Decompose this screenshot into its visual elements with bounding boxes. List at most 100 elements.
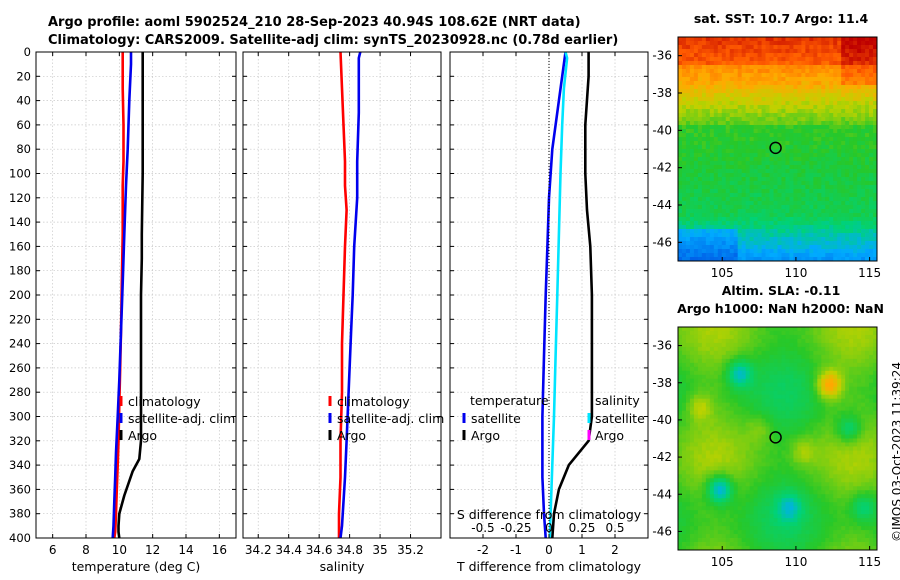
map-cell (685, 378, 691, 384)
map-cell (701, 61, 707, 66)
map-cell (697, 145, 703, 150)
map-cell (837, 197, 842, 202)
map-cell (761, 49, 766, 54)
map-cell (733, 398, 739, 404)
map-cell (681, 253, 687, 258)
map-cell (833, 366, 838, 372)
map-cell (709, 346, 715, 352)
map-cell (801, 173, 806, 178)
map-cell (825, 237, 830, 242)
map-cell (869, 374, 874, 380)
map-cell (701, 37, 707, 42)
map-cell (729, 422, 735, 427)
map-cell (821, 446, 826, 451)
map-cell (853, 378, 858, 384)
map-cell (745, 498, 751, 503)
map-cell (757, 65, 762, 70)
map-cell (833, 422, 838, 427)
map-cell (829, 490, 834, 495)
map-cell (709, 362, 715, 368)
map-cell (693, 77, 699, 82)
map-cell (829, 422, 834, 427)
map-cell (869, 338, 874, 344)
map-cell (845, 57, 850, 62)
map-cell (825, 69, 830, 74)
map-cell (693, 145, 699, 150)
map-cell (853, 470, 858, 475)
map-cell (853, 430, 858, 435)
map-cell (693, 342, 699, 348)
map-cell (685, 470, 691, 475)
map-cell (869, 73, 874, 78)
map-cell (789, 402, 794, 408)
map-cell (709, 257, 715, 262)
map-cell (717, 241, 723, 246)
map-cell (785, 225, 790, 230)
map-cell (805, 374, 810, 380)
map-cell (793, 249, 798, 254)
map-cell (857, 165, 862, 170)
map-cell (773, 209, 778, 214)
map-cell (781, 225, 786, 230)
map-cell (713, 77, 719, 82)
map-cell (765, 458, 770, 463)
map-cell (793, 494, 798, 499)
map-cell (725, 73, 731, 78)
map-cell (801, 486, 806, 491)
map-cell (753, 406, 758, 412)
map-cell (829, 177, 834, 182)
map-cell (717, 149, 723, 154)
map-cell (749, 49, 755, 54)
map-cell (757, 350, 762, 356)
map-cell (753, 133, 758, 138)
map-cell (801, 358, 806, 364)
map-cell (729, 141, 735, 146)
map-cell (865, 157, 870, 162)
map-cell (837, 478, 842, 483)
map-cell (729, 442, 735, 447)
map-cell (705, 161, 711, 166)
map-cell (813, 69, 818, 74)
map-cell (733, 157, 739, 162)
map-cell (689, 177, 695, 182)
map-cell (709, 442, 715, 447)
map-cell (869, 181, 874, 186)
map-cell (837, 221, 842, 226)
map-cell (745, 370, 751, 376)
map-cell (745, 113, 751, 118)
map-cell (753, 386, 758, 392)
map-cell (837, 470, 842, 475)
map-cell (709, 418, 715, 423)
map-cell (801, 386, 806, 392)
map-cell (701, 101, 707, 106)
map-cell (793, 470, 798, 475)
map-cell (741, 57, 747, 62)
map-cell (749, 470, 755, 475)
map-cell (745, 101, 751, 106)
map-cell (857, 378, 862, 384)
map-cell (857, 221, 862, 226)
map-cell (869, 430, 874, 435)
map-cell (829, 101, 834, 106)
map-cell (705, 398, 711, 404)
map-cell (697, 398, 703, 404)
map-cell (853, 418, 858, 423)
map-cell (825, 454, 830, 459)
map-cell (678, 422, 683, 427)
map-cell (757, 113, 762, 118)
map-cell (857, 181, 862, 186)
map-cell (701, 133, 707, 138)
map-cell (789, 466, 794, 471)
map-cell (761, 205, 766, 210)
map-cell (729, 237, 735, 242)
map-cell (869, 346, 874, 352)
map-cell (689, 462, 695, 467)
map-cell (678, 245, 683, 250)
map-cell (761, 410, 766, 416)
map-cell (749, 133, 755, 138)
map-cell (737, 225, 743, 230)
map-cell (733, 37, 739, 42)
map-cell (829, 249, 834, 254)
map-cell (845, 209, 850, 214)
map-cell (849, 181, 854, 186)
